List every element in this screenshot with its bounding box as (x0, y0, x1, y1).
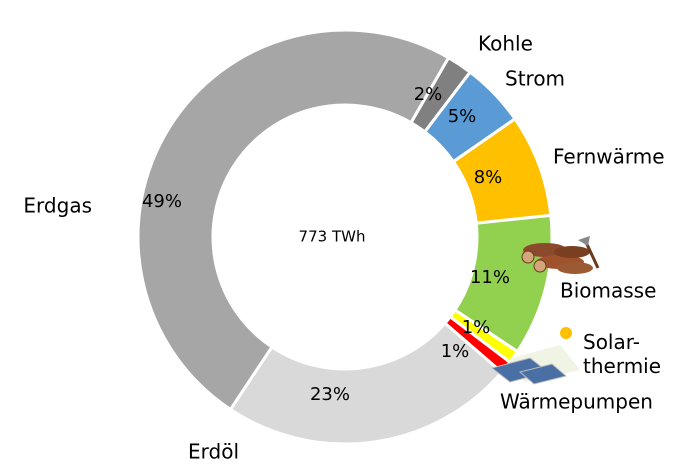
category-label: Erdgas (23, 194, 92, 218)
value-label: 5% (448, 106, 477, 127)
solar-icon (490, 327, 580, 385)
value-label: 8% (474, 167, 503, 188)
value-label: 49% (142, 191, 182, 212)
category-label: Erdöl (188, 440, 239, 464)
center-label: 773 TWh (299, 228, 366, 246)
category-label: Solar-thermie (583, 330, 661, 378)
value-label: 2% (414, 84, 443, 105)
value-label: 1% (441, 341, 470, 362)
category-label: Strom (505, 67, 565, 91)
category-label: Wärmepumpen (500, 390, 653, 414)
biomass-icon (521, 236, 600, 274)
donut-segment (136, 28, 451, 412)
category-label: Biomasse (560, 279, 656, 303)
donut-segment (228, 321, 504, 446)
value-label: 1% (462, 317, 491, 338)
value-label: 11% (470, 267, 510, 288)
category-label: Fernwärme (553, 145, 665, 169)
value-label: 23% (310, 384, 350, 405)
category-label: Kohle (478, 32, 533, 56)
